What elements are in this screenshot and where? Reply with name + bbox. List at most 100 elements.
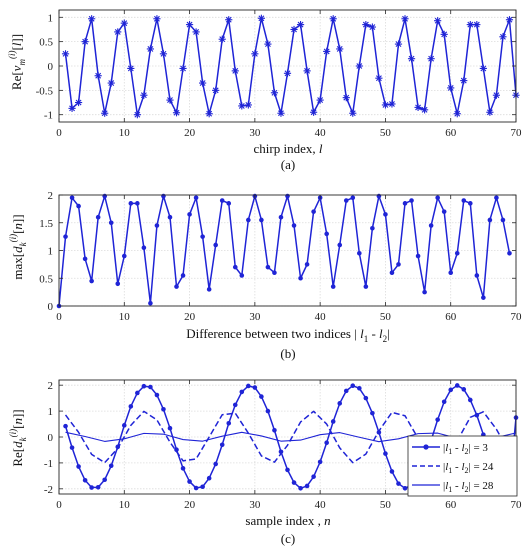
panel-b-xtick-label: 20 bbox=[184, 311, 196, 323]
panel-b-grid bbox=[58, 194, 517, 307]
panel-c-point bbox=[265, 408, 271, 414]
panel-b-point bbox=[304, 262, 310, 267]
panel-b-point bbox=[115, 281, 121, 287]
panel-c-point bbox=[343, 388, 349, 394]
panel-a-point bbox=[407, 55, 416, 63]
panel-c-ylabel: Re[dk(i)[n]] bbox=[8, 409, 28, 466]
panel-c-point bbox=[396, 481, 401, 486]
panel-c-point bbox=[246, 383, 251, 389]
panel-a-xtick-label: 10 bbox=[119, 127, 131, 139]
panel-b-xtick-label: 10 bbox=[119, 311, 131, 323]
panel-c-ytick-label: 0 bbox=[48, 432, 54, 444]
panel-a-point bbox=[394, 40, 403, 48]
panel-b-point bbox=[389, 270, 395, 276]
legend: |l1 - l2| = 3 |l1 - l2| = 24 |l1 - l2| =… bbox=[407, 435, 518, 497]
panel-c-point bbox=[291, 480, 297, 485]
panel-b-point bbox=[278, 214, 284, 220]
panel-b-point bbox=[154, 223, 160, 228]
panel-c-caption: (c) bbox=[281, 531, 295, 546]
panel-a-point bbox=[166, 96, 174, 104]
panel-c-point bbox=[402, 486, 408, 491]
panel-c-point bbox=[141, 383, 147, 389]
panel-c-ytick-label: 2 bbox=[48, 380, 54, 392]
panel-c-xtick-label: 20 bbox=[184, 499, 196, 511]
panel-b-plot-area bbox=[56, 193, 512, 309]
panel-a-point bbox=[238, 102, 246, 110]
panel-c-point bbox=[441, 399, 447, 405]
panel-c: Re[dk(i)[n]] sample index , n (c) 0 10 20 3… bbox=[8, 379, 522, 546]
panel-a-ylabel: Re[vm(i)[l]] bbox=[7, 34, 27, 90]
panel-b-ytick-label: 2 bbox=[48, 190, 54, 202]
panel-b-point bbox=[363, 284, 369, 289]
panel-c-point bbox=[357, 385, 362, 391]
panel-b-point bbox=[108, 220, 114, 226]
panel-a-point bbox=[290, 25, 298, 34]
panel-c-point bbox=[324, 440, 329, 446]
panel-a-point bbox=[479, 64, 487, 73]
panel-c-point bbox=[337, 401, 343, 406]
panel-c-point bbox=[461, 387, 467, 392]
panel-a-xtick-label: 30 bbox=[249, 127, 261, 139]
panel-b-xtick-label: 50 bbox=[380, 311, 392, 323]
panel-b-point bbox=[291, 223, 297, 228]
legend-label-3: |l1 - l2| = 28 bbox=[443, 480, 494, 494]
panel-a-point bbox=[146, 45, 154, 53]
panel-c-point bbox=[89, 485, 94, 490]
legend-label-2: |l1 - l2| = 24 bbox=[443, 461, 494, 475]
panel-a-point bbox=[440, 30, 448, 38]
panel-b-point bbox=[128, 201, 134, 206]
panel-b-point bbox=[265, 264, 271, 270]
panel-c-point bbox=[370, 410, 375, 416]
panel-b-point bbox=[200, 234, 205, 239]
panel-c-xlabel: sample index , n bbox=[245, 513, 330, 528]
panel-a-point bbox=[251, 50, 259, 58]
panel-a-point bbox=[140, 91, 148, 99]
panel-a-ticks: 0 10 20 30 40 50 60 70 -1 -0.5 0 0.5 1 bbox=[36, 10, 522, 139]
panel-a-point bbox=[257, 14, 265, 22]
panel-b-ytick-label: 0.5 bbox=[39, 273, 53, 285]
panel-a-xtick-label: 60 bbox=[445, 127, 457, 139]
panel-b-point bbox=[409, 198, 414, 203]
panel-c-point bbox=[174, 447, 179, 452]
panel-c-point bbox=[219, 442, 225, 448]
panel-b-ticks: 0 10 20 30 40 50 60 70 0 0.5 1 1.5 2 bbox=[39, 190, 522, 323]
panel-b-point bbox=[167, 214, 173, 220]
panel-b-xtick-label: 40 bbox=[315, 311, 327, 323]
panel-c-point bbox=[161, 406, 166, 412]
panel-c-ticks: 0 10 20 30 40 50 60 70 -2 -1 0 1 2 bbox=[44, 380, 522, 511]
panel-c-point bbox=[102, 477, 107, 483]
panel-b-point bbox=[454, 250, 460, 256]
panel-a-point bbox=[434, 17, 442, 25]
panel-b-point bbox=[435, 195, 440, 201]
panel-a-point bbox=[421, 106, 429, 114]
panel-a-xtick-label: 20 bbox=[184, 127, 196, 139]
panel-a-point bbox=[349, 109, 357, 117]
panel-c-xtick-label: 70 bbox=[511, 499, 523, 511]
panel-b-point bbox=[330, 284, 336, 289]
panel-c-ytick-label: 1 bbox=[48, 406, 54, 418]
panel-a-point bbox=[486, 108, 494, 116]
panel-b-point bbox=[95, 214, 101, 220]
panel-b-point bbox=[259, 217, 264, 223]
panel-a-point bbox=[368, 23, 376, 31]
panel-a-point bbox=[505, 16, 514, 24]
panel-b-point bbox=[357, 250, 362, 256]
panel-a-point bbox=[323, 47, 331, 55]
panel-b-point bbox=[370, 226, 375, 231]
panel-a-series-line-1 bbox=[64, 17, 517, 116]
panel-a-point bbox=[172, 109, 181, 117]
panel-c-point bbox=[206, 475, 212, 481]
panel-a-xlabel: chirp index, l bbox=[254, 141, 323, 156]
panel-b-point bbox=[468, 201, 473, 206]
panel-c-point bbox=[154, 392, 160, 398]
panel-c-point bbox=[272, 427, 277, 433]
panel-b-point bbox=[121, 253, 127, 259]
panel-b-point bbox=[174, 284, 179, 289]
panel-a-point bbox=[381, 101, 390, 109]
panel-c-point bbox=[76, 464, 81, 469]
panel-c-point bbox=[448, 387, 454, 393]
panel-a-point bbox=[199, 79, 207, 87]
panel-a-point bbox=[355, 62, 363, 70]
panel-a-point bbox=[179, 64, 187, 73]
panel-c-xtick-label: 30 bbox=[249, 499, 261, 511]
